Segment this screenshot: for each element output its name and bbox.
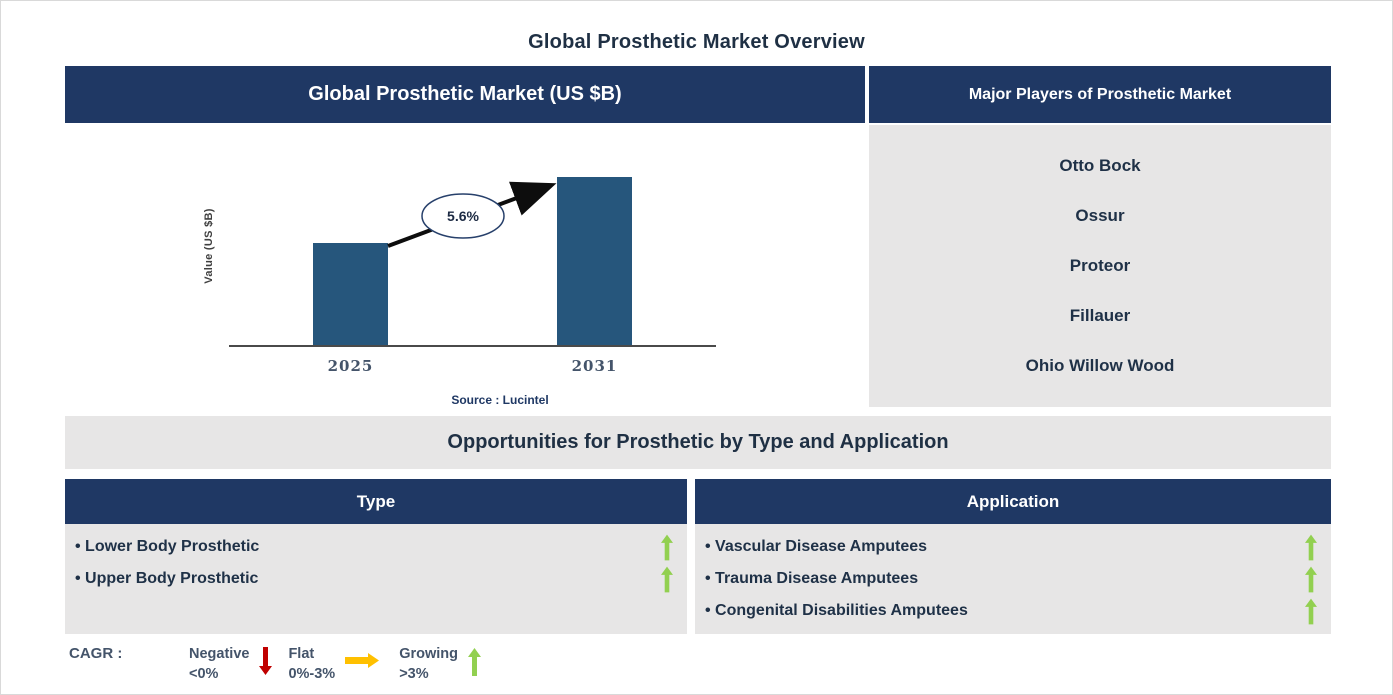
legend-text: Growing >3% — [399, 644, 458, 684]
item-label: Lower Body Prosthetic — [75, 538, 259, 556]
growing-up-arrow-icon — [468, 646, 482, 678]
item-label: Vascular Disease Amputees — [705, 538, 927, 556]
legend-text: Flat 0%-3% — [288, 644, 335, 684]
legend-trend-name: Growing — [399, 646, 459, 662]
legend-trend-range: <0% — [189, 666, 219, 682]
bar-2031 — [557, 177, 632, 345]
page-title: Global Prosthetic Market Overview — [528, 31, 865, 53]
opportunities-banner: Opportunities for Prosthetic by Type and… — [65, 416, 1331, 469]
growing-trend-up-arrow-icon — [661, 534, 673, 561]
flat-right-arrow-icon — [345, 653, 380, 668]
x-tick-label: 2031 — [571, 357, 618, 375]
negative-down-arrow-icon — [259, 646, 273, 676]
application-panel-body: Vascular Disease Amputees Trauma Disease … — [695, 524, 1331, 634]
bars-layer: 2025 2031 — [65, 125, 865, 411]
legend-item: Negative <0% — [189, 644, 273, 684]
x-tick-label: 2025 — [327, 357, 374, 375]
legend-trend-range: 0%-3% — [288, 666, 336, 682]
legend-trend-range: >3% — [399, 666, 429, 682]
cagr-legend: CAGR : Negative <0% Flat 0%-3% Growing >3% — [69, 644, 497, 684]
item-label: Trauma Disease Amputees — [705, 570, 918, 588]
major-players-header: Major Players of Prosthetic Market — [869, 66, 1331, 123]
type-header-label: Type — [356, 491, 396, 511]
legend-trend-name: Flat — [288, 646, 315, 662]
growing-trend-up-arrow-icon — [661, 566, 673, 593]
opportunities-banner-label: Opportunities for Prosthetic by Type and… — [447, 431, 949, 453]
player-name: Proteor — [1069, 256, 1131, 275]
source-note: Source : Lucintel — [451, 393, 549, 407]
type-panel-body: Lower Body Prosthetic Upper Body Prosthet… — [65, 524, 687, 634]
legend-trend-name: Negative — [189, 646, 250, 662]
major-players-header-label: Major Players of Prosthetic Market — [968, 85, 1232, 103]
cagr-legend-items: Negative <0% Flat 0%-3% Growing >3% — [189, 644, 497, 684]
growing-trend-up-arrow-icon — [1305, 598, 1317, 625]
x-axis-line — [229, 345, 716, 347]
list-item: Vascular Disease Amputees — [705, 531, 1325, 563]
players-list: Otto Bock Ossur Proteor Fillauer Ohio Willow… — [869, 125, 1331, 407]
list-item: Congenital Disabilities Amputees — [705, 595, 1325, 627]
player-name: Ohio Willow Wood — [1025, 356, 1175, 375]
growing-trend-up-arrow-icon — [1305, 566, 1317, 593]
application-panel-header: Application — [695, 479, 1331, 524]
market-bar-chart: Value (US $B) 2025 2031 5.6% Source : Luc… — [65, 125, 865, 411]
legend-text: Negative <0% — [189, 644, 249, 684]
list-item: Trauma Disease Amputees — [705, 563, 1325, 595]
legend-item: Flat 0%-3% — [288, 644, 383, 684]
item-label: Congenital Disabilities Amputees — [705, 602, 968, 620]
legend-item: Growing >3% — [399, 644, 482, 684]
bar-2025 — [313, 243, 388, 345]
list-item: Lower Body Prosthetic — [75, 531, 681, 563]
market-chart-header: Global Prosthetic Market (US $B) — [65, 66, 865, 123]
cagr-legend-label: CAGR : — [69, 645, 123, 662]
player-name: Otto Bock — [1059, 156, 1141, 175]
market-chart-header-label: Global Prosthetic Market (US $B) — [308, 83, 622, 105]
player-name: Ossur — [1075, 206, 1125, 225]
player-name: Fillauer — [1069, 306, 1131, 325]
cagr-value-label: 5.6% — [447, 208, 479, 224]
list-item: Upper Body Prosthetic — [75, 563, 681, 595]
growing-trend-up-arrow-icon — [1305, 534, 1317, 561]
item-label: Upper Body Prosthetic — [75, 570, 258, 588]
type-panel-header: Type — [65, 479, 687, 524]
application-header-label: Application — [966, 491, 1060, 511]
